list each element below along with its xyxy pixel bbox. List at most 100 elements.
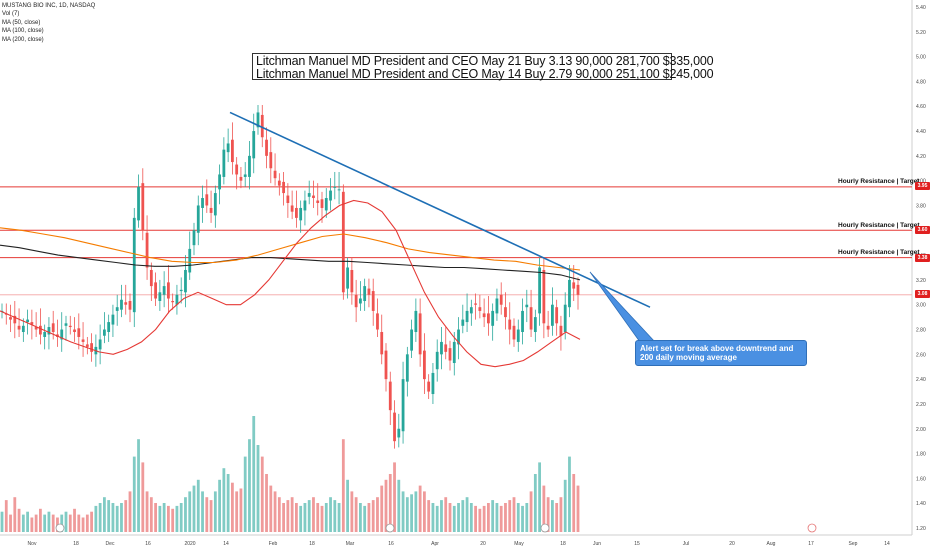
volume-bar xyxy=(546,497,550,532)
candle-body xyxy=(533,317,537,333)
y-tick-label: 4.60 xyxy=(916,104,926,110)
candle-body xyxy=(504,307,507,318)
volume-bar xyxy=(209,500,213,532)
candle-body xyxy=(448,348,452,361)
volume-bar xyxy=(154,503,157,532)
candle-body xyxy=(205,194,209,206)
volume-bar xyxy=(431,503,435,532)
candle-body xyxy=(124,302,128,305)
x-tick-label: 20 xyxy=(480,541,486,547)
volume-bar xyxy=(324,503,328,532)
candle-body xyxy=(269,152,273,169)
volume-bar xyxy=(299,505,303,532)
candle-body xyxy=(350,269,354,293)
candle-body xyxy=(555,307,559,324)
volume-bar xyxy=(359,503,362,532)
x-tick-label: 18 xyxy=(560,541,566,547)
candle-body xyxy=(431,372,435,395)
candle-body xyxy=(149,269,153,287)
price-tag-resistance-1: 3.95 xyxy=(915,182,930,190)
volume-bar xyxy=(418,485,422,532)
volume-bar xyxy=(9,514,12,532)
candle-body xyxy=(290,205,294,212)
candle-body xyxy=(423,350,426,380)
volume-bar xyxy=(461,500,465,532)
volume-bar xyxy=(354,497,358,532)
volume-bar xyxy=(43,514,47,532)
candle-body xyxy=(551,304,554,326)
volume-bar xyxy=(273,491,277,532)
y-tick-label: 4.00 xyxy=(916,179,926,185)
candle-body xyxy=(222,149,226,177)
candle-body xyxy=(341,191,345,293)
price-tag-current: 3.08 xyxy=(915,290,930,298)
candle-body xyxy=(521,310,524,333)
candle-body xyxy=(128,300,132,310)
candle-body xyxy=(303,200,307,211)
insider-line-2: Litchman Manuel MD President and CEO May… xyxy=(256,66,714,81)
volume-bar xyxy=(269,485,273,532)
volume-bar xyxy=(115,505,119,532)
event-marker-icon xyxy=(540,523,550,533)
volume-bar xyxy=(290,497,294,532)
volume-bar xyxy=(260,456,264,532)
y-tick-label: 3.80 xyxy=(916,203,926,209)
volume-bar xyxy=(435,505,439,532)
volume-bar xyxy=(205,497,209,532)
volume-bar xyxy=(559,497,563,532)
y-tick-label: 1.80 xyxy=(916,452,926,458)
legend-vol: Vol (7) xyxy=(2,11,20,18)
candle-body xyxy=(111,314,115,325)
candle-body xyxy=(39,325,42,335)
volume-bar xyxy=(188,491,192,532)
volume-bar xyxy=(542,485,546,532)
candle-body xyxy=(538,267,541,314)
volume-bar xyxy=(465,497,469,532)
candle-body xyxy=(162,286,166,295)
volume-bar xyxy=(81,517,85,532)
candle-body xyxy=(546,325,550,330)
candle-body xyxy=(465,310,469,323)
candle-body xyxy=(516,329,520,342)
volume-bar xyxy=(495,503,499,532)
volume-bar xyxy=(312,497,315,532)
x-tick-label: Mar xyxy=(346,541,355,547)
volume-bar xyxy=(572,474,576,532)
volume-bar xyxy=(341,439,345,532)
candle-body xyxy=(98,339,102,350)
y-tick-label: 2.80 xyxy=(916,328,926,334)
candle-body xyxy=(196,205,200,233)
y-tick-label: 4.40 xyxy=(916,129,926,135)
volume-bar xyxy=(39,508,42,532)
volume-bar xyxy=(393,462,396,532)
callout-pointer xyxy=(589,271,656,343)
volume-bar xyxy=(487,503,490,532)
candle-body xyxy=(418,313,422,355)
candle-body xyxy=(103,329,106,336)
volume-bar xyxy=(235,491,239,532)
volume-bar xyxy=(196,479,200,532)
candle-body xyxy=(286,195,290,203)
volume-bar xyxy=(380,485,384,532)
volume-bar xyxy=(376,497,379,532)
volume-bar xyxy=(307,500,311,532)
candle-body xyxy=(218,174,221,190)
volume-bar xyxy=(427,500,431,532)
y-tick-label: 2.00 xyxy=(916,427,926,433)
volume-bar xyxy=(167,505,170,532)
candle-body xyxy=(563,304,567,333)
candle-body xyxy=(384,350,388,380)
volume-bar xyxy=(405,497,409,532)
candle-body xyxy=(248,155,251,177)
candle-body xyxy=(81,339,85,342)
volume-bar xyxy=(51,514,55,532)
candle-body xyxy=(329,190,332,201)
event-marker-icon xyxy=(55,523,65,533)
candle-body xyxy=(452,341,456,364)
candle-body xyxy=(154,282,157,299)
volume-bar xyxy=(363,505,367,532)
volume-bar xyxy=(482,505,486,532)
volume-bar xyxy=(401,491,405,532)
candle-body xyxy=(461,319,465,326)
